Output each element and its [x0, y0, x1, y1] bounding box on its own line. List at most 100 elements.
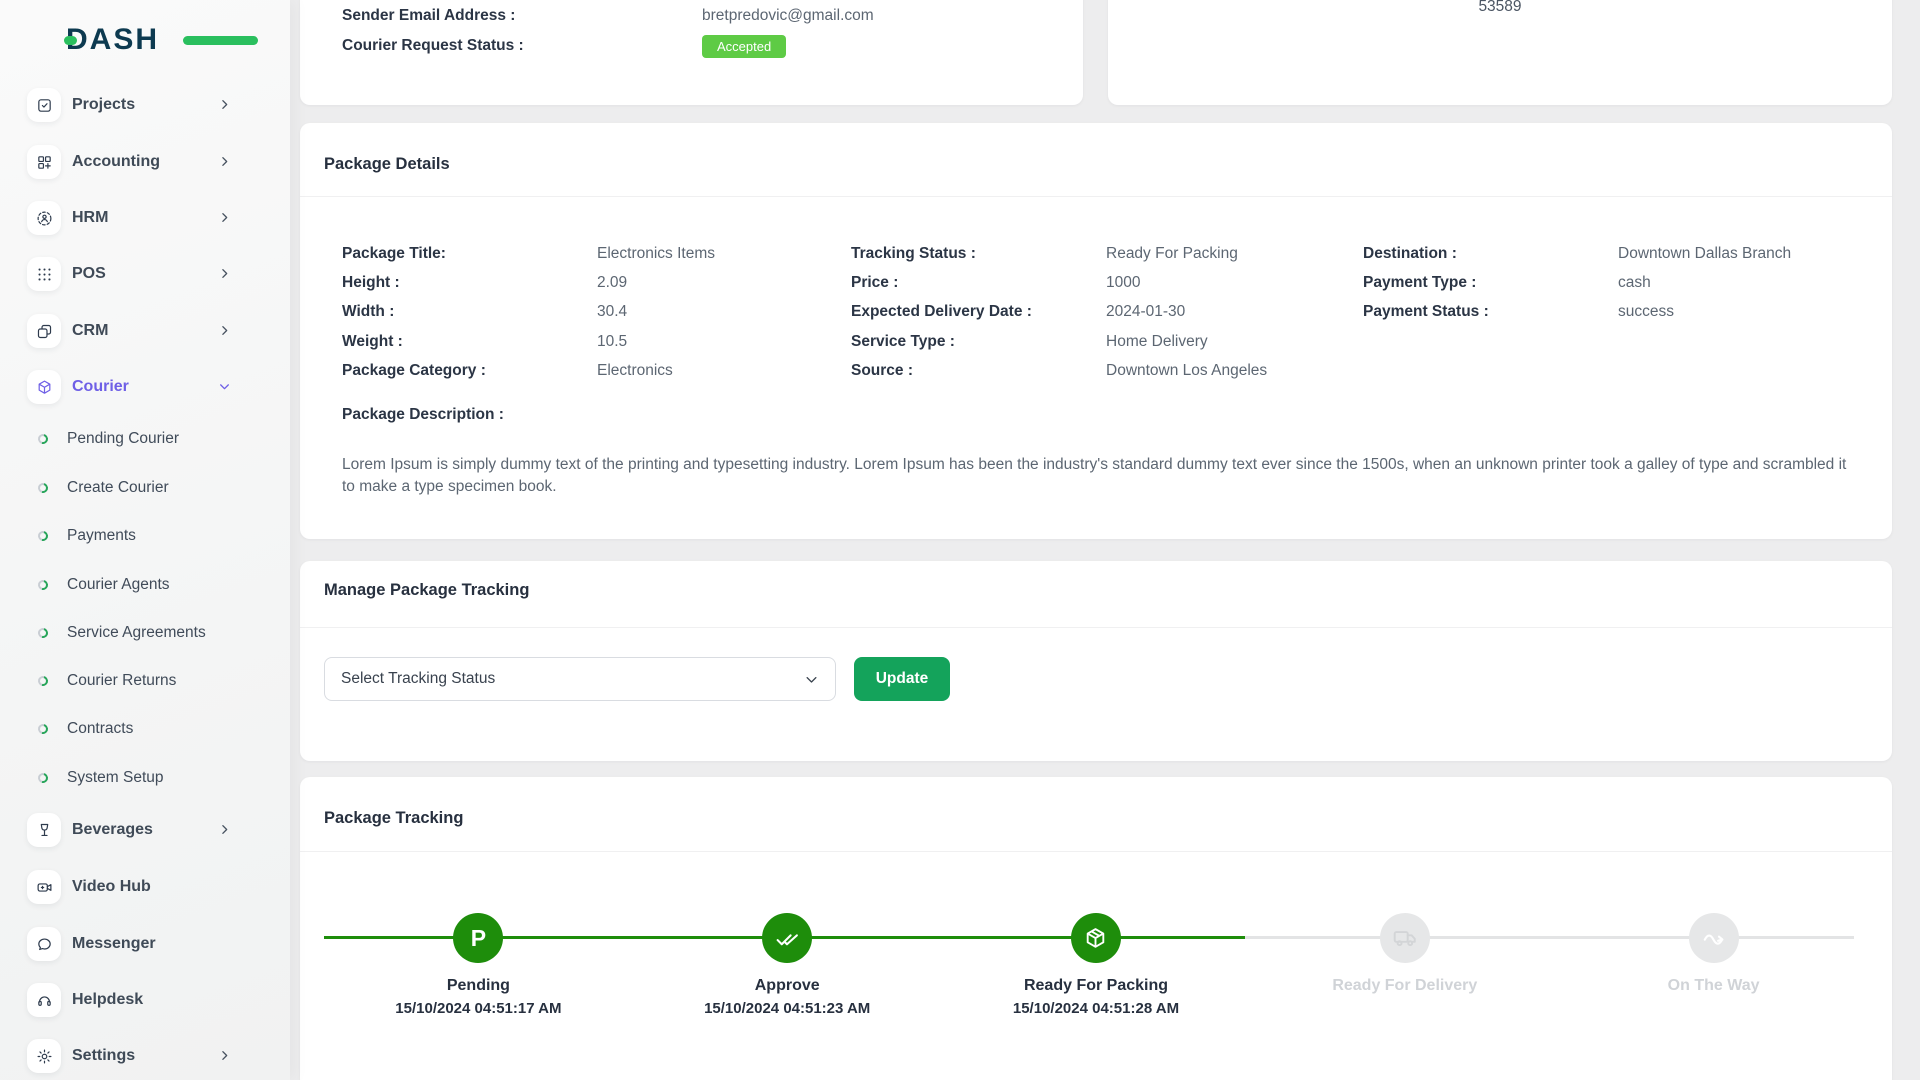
package-description-label: Package Description :: [342, 406, 504, 423]
sidebar-item-label: Beverages: [72, 821, 153, 838]
step-label: Ready For Packing: [1023, 977, 1169, 994]
reference-card: 53589: [1108, 0, 1892, 105]
logo-dot-accent: [64, 36, 77, 45]
field-value: 10.5: [597, 332, 628, 350]
sidebar: DASH Projects Accounting HRM POS CRM: [0, 0, 290, 1080]
field-label: Payment Type :: [1363, 274, 1477, 292]
manage-tracking-title: Manage Package Tracking: [324, 581, 530, 599]
step-datetime: 15/10/2024 04:51:28 AM: [1012, 1000, 1180, 1017]
package-details-title: Package Details: [324, 155, 450, 173]
loader-dot-icon: [36, 626, 50, 640]
detail-row: Payment Type : cash: [1363, 268, 1791, 297]
field-label: Weight :: [342, 332, 403, 350]
sidebar-item-label: Accounting: [72, 153, 160, 170]
sidebar-item-label: CRM: [72, 322, 109, 339]
sidebar-item-settings[interactable]: Settings: [0, 1039, 290, 1073]
field-label: Height :: [342, 274, 400, 292]
step-label: Pending: [446, 977, 510, 994]
subitem-label: Contracts: [67, 720, 134, 737]
step-label: Approve: [754, 977, 820, 994]
chevron-right-icon: [218, 1049, 231, 1062]
sidebar-item-label: Helpdesk: [72, 991, 144, 1008]
sidebar-item-courier[interactable]: Courier: [0, 370, 290, 404]
sidebar-item-beverages[interactable]: Beverages: [0, 813, 290, 847]
loader-dot-icon: [36, 481, 50, 495]
loader-dot-icon: [36, 771, 50, 785]
courier-request-status-label: Courier Request Status :: [342, 37, 524, 54]
detail-row: Weight : 10.5: [342, 327, 715, 356]
tracking-status-select[interactable]: Select Tracking Status: [324, 657, 836, 701]
sidebar-subitem-create-courier[interactable]: Create Courier: [0, 478, 290, 498]
field-label: Service Type :: [851, 332, 955, 350]
grid-dots-icon: [27, 257, 61, 291]
chevron-down-icon: [218, 380, 231, 393]
detail-row: Tracking Status : Ready For Packing: [851, 239, 1267, 268]
chevron-right-icon: [218, 823, 231, 836]
detail-row: Height : 2.09: [342, 268, 715, 297]
sidebar-subitem-contracts[interactable]: Contracts: [0, 719, 290, 739]
sidebar-item-projects[interactable]: Projects: [0, 88, 290, 122]
field-value: 1000: [1106, 274, 1141, 292]
detail-row: Source : Downtown Los Angeles: [851, 357, 1267, 386]
sidebar-item-label: Settings: [72, 1047, 136, 1064]
sidebar-item-label: POS: [72, 265, 106, 282]
chevron-right-icon: [218, 324, 231, 337]
sidebar-subitem-system-setup[interactable]: System Setup: [0, 768, 290, 788]
update-button[interactable]: Update: [854, 657, 950, 701]
field-label: Expected Delivery Date :: [851, 303, 1032, 321]
field-label: Price :: [851, 274, 899, 292]
field-value: cash: [1618, 274, 1651, 292]
detail-row: Price : 1000: [851, 268, 1267, 297]
loader-dot-icon: [36, 529, 50, 543]
loader-dot-icon: [36, 432, 50, 446]
chat-bubble-icon: [27, 927, 61, 961]
subitem-label: Courier Returns: [67, 672, 177, 689]
chevron-right-icon: [218, 211, 231, 224]
sender-email-label: Sender Email Address :: [342, 7, 516, 24]
logo-dash-accent: [183, 36, 258, 45]
field-label: Payment Status :: [1363, 303, 1489, 321]
dash-logo[interactable]: DASH: [64, 22, 258, 58]
divider: [300, 196, 1892, 197]
sidebar-item-accounting[interactable]: Accounting: [0, 145, 290, 179]
field-value: 2.09: [597, 274, 628, 292]
sidebar-subitem-payments[interactable]: Payments: [0, 526, 290, 546]
field-label: Package Title:: [342, 244, 446, 262]
sidebar-item-crm[interactable]: CRM: [0, 314, 290, 348]
status-badge: Accepted: [702, 34, 787, 58]
video-camera-icon: [27, 870, 61, 904]
details-column-1: Package Title: Electronics Items Height :…: [342, 239, 715, 386]
field-value: Electronics: [597, 362, 673, 380]
sidebar-subitem-courier-returns[interactable]: Courier Returns: [0, 671, 290, 691]
sidebar-item-pos[interactable]: POS: [0, 257, 290, 291]
field-value: Home Delivery: [1106, 332, 1208, 350]
subitem-label: Create Courier: [67, 479, 169, 496]
step-datetime: 15/10/2024 04:51:23 AM: [704, 1000, 871, 1017]
wine-glass-icon: [27, 813, 61, 847]
sidebar-item-messenger[interactable]: Messenger: [0, 927, 290, 961]
detail-row: Destination : Downtown Dallas Branch: [1363, 239, 1791, 268]
sidebar-subitem-service-agreements[interactable]: Service Agreements: [0, 623, 290, 643]
package-details-card: Package Details Package Title: Electronic…: [300, 123, 1892, 539]
sidebar-subitem-pending-courier[interactable]: Pending Courier: [0, 429, 290, 449]
detail-row: Package Category : Electronics: [342, 357, 715, 386]
copy-icon: [27, 314, 61, 348]
sidebar-item-hrm[interactable]: HRM: [0, 201, 290, 235]
delivery-truck-icon: [1379, 913, 1430, 963]
field-value: Electronics Items: [597, 244, 716, 262]
chevron-right-icon: [218, 267, 231, 280]
pending-step-icon: P: [453, 913, 504, 963]
sidebar-subitem-courier-agents[interactable]: Courier Agents: [0, 575, 290, 595]
field-value: Downtown Dallas Branch: [1618, 244, 1792, 262]
field-label: Package Category :: [342, 362, 486, 380]
courier-summary-card: Sender Email Address : bretpredovic@gmai…: [300, 0, 1083, 105]
timeline-step-ready-for-delivery: Ready For Delivery: [1250, 913, 1559, 1018]
detail-row: Width : 30.4: [342, 298, 715, 327]
divider: [300, 627, 1892, 628]
field-value: 30.4: [597, 303, 628, 321]
field-value: success: [1618, 303, 1674, 321]
sidebar-item-video-hub[interactable]: Video Hub: [0, 870, 290, 904]
details-column-3: Destination : Downtown Dallas Branch Paym…: [1363, 239, 1791, 327]
double-check-icon: [762, 913, 813, 963]
sidebar-item-helpdesk[interactable]: Helpdesk: [0, 983, 290, 1017]
